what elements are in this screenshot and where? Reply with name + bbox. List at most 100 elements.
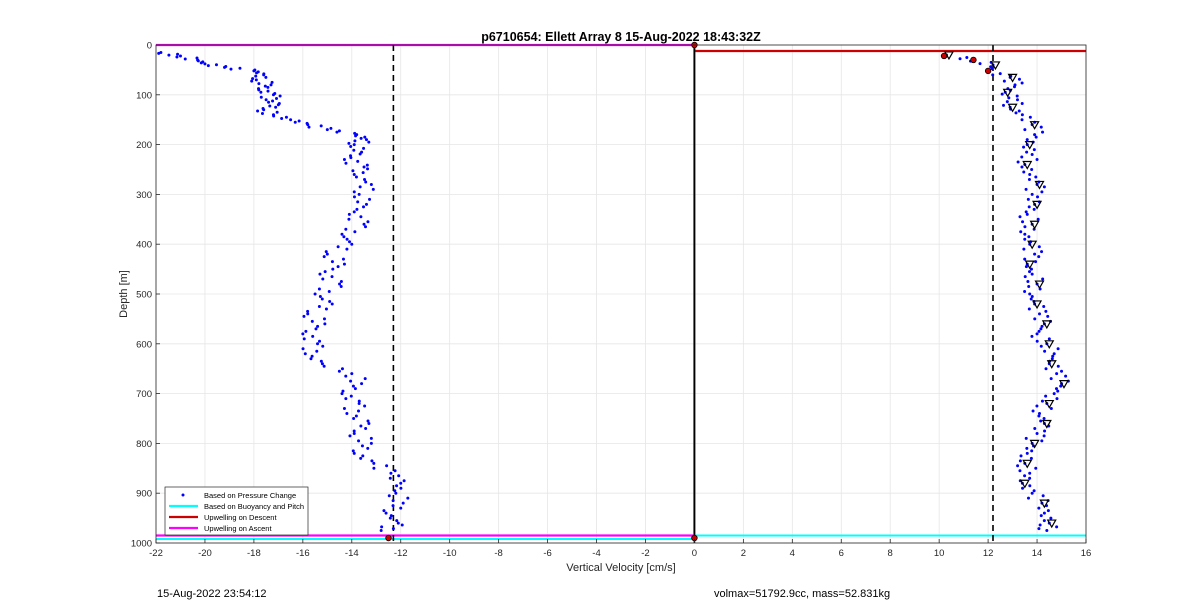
- y-axis-label: Depth [m]: [118, 270, 130, 318]
- pressure-change-point: [401, 501, 405, 505]
- pressure-change-point: [1034, 175, 1038, 179]
- pressure-change-point: [320, 297, 324, 301]
- pressure-change-point: [363, 377, 367, 381]
- pressure-change-point: [311, 334, 315, 338]
- pressure-change-point: [310, 354, 314, 358]
- pressure-change-point: [1025, 150, 1029, 154]
- pressure-change-point: [359, 215, 363, 219]
- pressure-change-point: [309, 357, 313, 361]
- pressure-change-point: [301, 347, 305, 351]
- pressure-change-point: [351, 384, 355, 388]
- pressure-change-point: [1021, 220, 1025, 224]
- pressure-change-point: [1022, 145, 1026, 149]
- pressure-change-point: [1034, 260, 1038, 264]
- pressure-change-point: [363, 135, 367, 139]
- buoyancy-marker: [1029, 439, 1040, 449]
- pressure-change-point: [1044, 367, 1048, 371]
- pressure-change-point: [1041, 494, 1045, 498]
- pressure-change-point: [318, 294, 322, 298]
- pressure-change-point: [1041, 130, 1045, 134]
- pressure-change-point: [229, 67, 233, 71]
- pressure-change-point: [263, 84, 267, 88]
- pressure-change-point: [1033, 252, 1037, 256]
- pressure-change-point: [319, 359, 323, 363]
- pressure-change-point: [1022, 170, 1026, 174]
- pressure-change-point: [1018, 215, 1022, 219]
- pressure-change-point: [352, 417, 356, 420]
- pressure-change-point: [1040, 250, 1044, 254]
- pressure-change-point: [321, 344, 325, 348]
- pressure-change-point: [262, 73, 266, 77]
- pressure-change-point: [359, 424, 363, 428]
- pressure-change-point: [354, 134, 358, 138]
- pressure-change-point: [364, 426, 368, 430]
- pressure-change-point: [357, 402, 361, 406]
- pressure-change-point: [1055, 372, 1059, 376]
- pressure-change-point: [1042, 434, 1046, 438]
- pressure-change-point: [362, 146, 366, 150]
- pressure-change-point: [1016, 464, 1020, 468]
- pressure-change-point: [318, 272, 322, 276]
- buoyancy-marker: [1007, 103, 1018, 113]
- buoyancy-marker: [1007, 73, 1018, 83]
- pressure-change-point: [349, 394, 353, 398]
- pressure-change-point: [1051, 354, 1055, 358]
- pressure-change-point: [362, 205, 366, 209]
- pressure-change-point: [297, 119, 301, 123]
- pressure-change-point: [1035, 404, 1039, 408]
- pressure-change-point: [399, 486, 403, 490]
- pressure-change-point: [1064, 374, 1068, 378]
- pressure-change-point: [406, 496, 410, 500]
- pressure-change-point: [1036, 217, 1040, 221]
- y-tick-label: 600: [136, 339, 152, 350]
- pressure-change-point: [366, 167, 370, 171]
- pressure-change-point: [199, 61, 203, 65]
- pressure-change-point: [1037, 245, 1041, 249]
- buoyancy-marker: [1029, 220, 1040, 230]
- pressure-change-point: [352, 451, 356, 455]
- pressure-change-point: [369, 182, 373, 186]
- pressure-change-point: [1041, 277, 1045, 281]
- legend: Based on Pressure Change Based on Buoyanc…: [164, 486, 309, 536]
- pressure-change-point: [262, 108, 266, 112]
- pressure-change-point: [345, 237, 349, 241]
- pressure-change-point: [385, 464, 389, 468]
- pressure-change-point: [400, 523, 404, 527]
- y-tick-label: 900: [136, 489, 152, 500]
- pressure-change-point: [1020, 113, 1024, 117]
- pressure-change-point: [1033, 317, 1037, 321]
- pressure-change-point: [206, 64, 210, 68]
- pressure-change-point: [252, 69, 256, 73]
- pressure-change-point: [1043, 349, 1047, 353]
- buoyancy-marker: [1039, 499, 1050, 509]
- pressure-change-point: [1025, 451, 1029, 455]
- pressure-change-point: [322, 317, 326, 321]
- pressure-change-point: [1039, 344, 1043, 348]
- pressure-change-point: [367, 140, 371, 144]
- pressure-change-point: [1020, 118, 1024, 122]
- pressure-change-point: [372, 461, 376, 465]
- footer-params: volmax=51792.9cc, mass=52.831kg: [714, 588, 891, 600]
- pressure-change-point: [350, 242, 354, 246]
- pressure-change-point: [391, 499, 395, 503]
- buoyancy-marker: [990, 61, 1001, 71]
- pressure-change-point: [1044, 309, 1048, 313]
- pressure-change-point: [364, 202, 368, 206]
- pressure-change-point: [1007, 96, 1011, 100]
- buoyancy-marker: [1044, 340, 1055, 350]
- pressure-change-point: [325, 252, 329, 256]
- pressure-change-point: [1025, 212, 1029, 216]
- pressure-change-point: [320, 362, 324, 366]
- pressure-change-point: [1002, 103, 1006, 107]
- pressure-change-point: [341, 389, 345, 393]
- pressure-change-point: [1024, 187, 1028, 191]
- pressure-change-point: [1042, 185, 1046, 189]
- endpoint-marker: [984, 67, 992, 75]
- pressure-change-point: [1027, 177, 1031, 181]
- x-tick-label: -22: [149, 548, 163, 559]
- pressure-change-point: [1030, 449, 1034, 453]
- pressure-change-point: [274, 105, 278, 109]
- pressure-change-point: [1035, 339, 1039, 343]
- pressure-change-point: [352, 190, 356, 194]
- pressure-change-point: [990, 67, 994, 71]
